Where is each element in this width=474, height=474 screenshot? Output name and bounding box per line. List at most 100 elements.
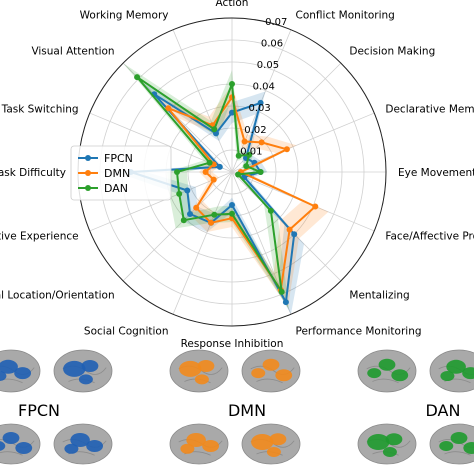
point-dan-decision-making: [246, 151, 253, 158]
point-dan-conflict-monitoring: [235, 152, 242, 159]
point-fpcn-affective-experience: [184, 187, 191, 194]
legend-marker: [85, 170, 91, 176]
legend: FPCN DMN DAN: [70, 145, 172, 201]
brain-lateral-left: [0, 349, 41, 393]
point-dmn-mentalizing: [286, 226, 293, 233]
axis-labels: Action Conflict Monitoring Decision Making…: [0, 0, 474, 350]
activation-blob: [202, 440, 220, 452]
axis-label-response-inhibition: Response Inhibition: [181, 338, 284, 350]
activation-blob: [251, 368, 266, 379]
point-dmn-decision-making: [258, 139, 265, 146]
point-dmn-spatial-location-orientation: [193, 204, 200, 211]
grid-spoke: [122, 171, 233, 282]
activation-blob: [186, 433, 206, 447]
activation-blob: [78, 374, 93, 385]
activation-blob: [180, 443, 195, 454]
axis-label-task-switching: Task Switching: [1, 104, 79, 116]
activation-blob: [378, 358, 396, 371]
brain-maps: FPCN DMN DAN: [0, 349, 474, 465]
tick-label: 0.06: [261, 38, 283, 49]
brain-lateral-right: [53, 349, 113, 393]
point-dan-face-affective-processing: [235, 171, 242, 178]
tick-label: 0.03: [249, 103, 271, 114]
activation-blob: [63, 360, 86, 377]
tick-label: 0.04: [253, 82, 275, 93]
point-dmn-face-affective-processing: [312, 203, 319, 210]
point-fpcn-spatial-location-orientation: [187, 211, 193, 217]
brain-medial-left: [169, 423, 229, 465]
tick-label: 0.05: [257, 60, 279, 71]
activation-blob: [269, 433, 287, 446]
axis-label-visual-attention: Visual Attention: [31, 46, 114, 58]
legend-entry-dmn: DMN: [78, 167, 130, 180]
legend-entry-dan: DAN: [78, 182, 128, 195]
point-dan-performance-monitoring: [278, 288, 285, 295]
activation-blob: [463, 442, 474, 454]
axis-label-spatial-location-orientation: Spatial Location/Orientation: [0, 289, 115, 301]
brain-lateral-left: [169, 349, 229, 393]
point-dan-mentalizing: [267, 207, 274, 214]
series-dan: [134, 74, 285, 295]
axis-label-working-memory: Working Memory: [80, 10, 169, 22]
axis-label-face-affective-processing: Face/Affective Processing: [385, 231, 474, 243]
brain-sulcus: [444, 451, 471, 456]
brain-lateral-right: [241, 349, 301, 393]
activation-blob: [14, 367, 31, 380]
tick-label: 0.02: [244, 125, 266, 136]
legend-label: DMN: [104, 167, 130, 180]
legend-label: DAN: [104, 182, 128, 195]
brain-group-dmn: DMN: [169, 349, 301, 465]
activation-blob: [251, 434, 274, 450]
legend-marker: [85, 155, 91, 161]
activation-blob: [275, 369, 293, 382]
legend-label: FPCN: [104, 152, 133, 165]
brain-label-dmn: DMN: [228, 401, 266, 420]
activation-blob: [179, 360, 202, 377]
activation-blob: [0, 371, 7, 382]
legend-box: [70, 145, 172, 201]
activation-blob: [2, 432, 20, 444]
point-dan-visual-attention: [134, 74, 141, 81]
point-dmn-task-difficulty: [202, 169, 209, 175]
activation-blob: [15, 442, 33, 454]
activation-blob: [367, 434, 390, 450]
brain-medial-right: [53, 423, 113, 465]
activation-blob: [0, 359, 18, 374]
brain-sulcus: [256, 378, 283, 384]
radial-tick-labels: 0.01 0.02 0.03 0.04 0.05 0.06 0.07: [240, 17, 287, 158]
point-dan-social-cognition: [211, 211, 218, 218]
activation-blob: [385, 433, 403, 446]
activation-blob: [86, 440, 103, 452]
activation-blob: [367, 368, 382, 379]
brain-sulcus: [372, 378, 399, 384]
point-dmn-declarative-memory: [283, 146, 290, 153]
point-fpcn-performance-monitoring: [282, 299, 289, 306]
point-dan-task-switching: [206, 159, 213, 166]
activation-blob: [197, 359, 215, 372]
brain-lateral-left: [357, 349, 417, 393]
activation-blob: [266, 447, 281, 457]
axis-label-decision-making: Decision Making: [349, 46, 435, 58]
tick-label: 0.07: [265, 17, 287, 28]
activation-blob: [0, 441, 6, 451]
axis-label-social-cognition: Social Cognition: [84, 325, 169, 337]
brain-group-fpcn: FPCN: [0, 349, 113, 465]
point-fpcn-response-inhibition: [229, 202, 235, 208]
activation-blob: [382, 447, 397, 457]
activation-blob: [440, 371, 455, 382]
point-dmn-visual-attention: [165, 105, 172, 112]
axis-label-mentalizing: Mentalizing: [349, 289, 409, 301]
point-dmn-conflict-monitoring: [241, 138, 248, 145]
brain-sulcus: [438, 439, 474, 448]
activation-blob: [64, 443, 79, 454]
legend-marker: [85, 185, 91, 191]
brain-sulcus: [0, 451, 23, 456]
point-dan-action: [229, 81, 235, 87]
axis-label-action: Action: [216, 0, 249, 9]
brain-lateral-right: [429, 349, 474, 393]
activation-blob: [446, 359, 466, 374]
brain-medial-right: [429, 423, 474, 465]
point-fpcn-action: [229, 109, 235, 116]
activation-blob: [70, 433, 90, 447]
